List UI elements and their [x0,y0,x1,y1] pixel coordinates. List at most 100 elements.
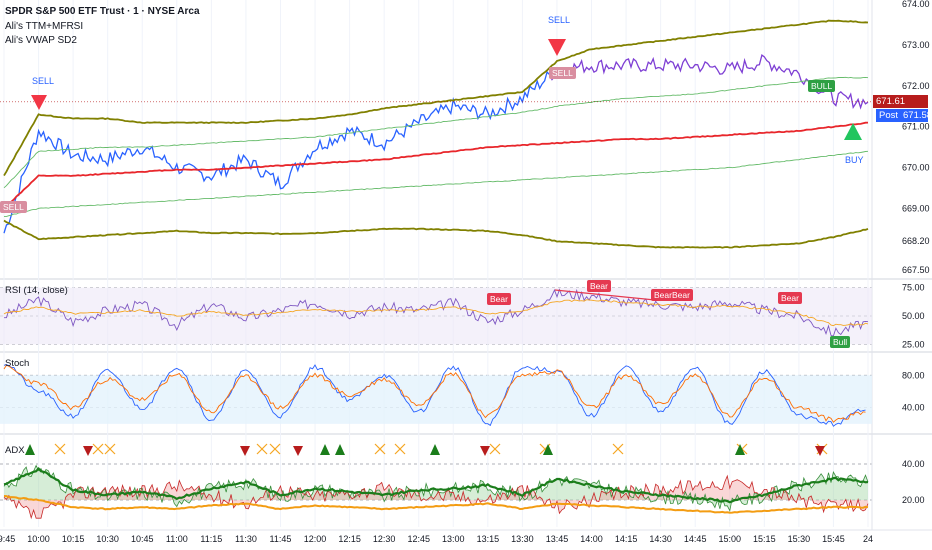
rsi-line [4,288,869,337]
post-price-tag: 671.58 [900,109,932,122]
price-axis-tick-label: 670.00 [902,163,930,173]
rsi-band [0,287,872,345]
time-tick-label: 10:15 [62,534,85,544]
time-tick-label: 13:00 [442,534,465,544]
time-tick-label: 11:15 [200,534,222,544]
adx-orange-line [3,495,869,514]
price-series-line [3,19,869,177]
adx-cross-marker [92,443,104,455]
price-axis-tick-label: 671.00 [902,122,930,132]
stoch-d-line [3,364,866,423]
price-axis-tick-label: 674.00 [902,0,930,9]
time-tick-label: 13:45 [546,534,569,544]
adx-down-triangle [293,446,303,456]
price-pane [0,19,872,249]
sell-badge: SELL [549,67,576,79]
time-tick-label: 11:00 [166,534,188,544]
rsi-pane [0,287,872,345]
time-tick-label: 14:30 [649,534,672,544]
stoch-band [0,375,872,424]
time-tick-label: 10:45 [131,534,154,544]
adx-fill [4,476,868,519]
indicator-vwap-sd2[interactable]: Ali's VWAP SD2 [5,35,77,46]
time-tick-label: 15:45 [822,534,845,544]
buy-triangle [844,123,862,140]
price-axis-tick-label: 25.00 [902,339,925,349]
adx-up-triangle [25,444,35,455]
price-axis[interactable]: 674.00 673.00 672.00 671.00 670.00 669.00 668.… [902,0,930,505]
adx-cross-marker [256,443,268,455]
adx-cross-marker [374,443,386,455]
time-tick-label: 24 [863,534,873,544]
time-tick-label: 14:45 [684,534,707,544]
adx-down-triangle [240,446,250,456]
price-axis-tick-label: 50.00 [902,311,925,321]
buy-signal-label: BUY [845,155,864,165]
price-axis-tick-label: 40.00 [902,459,925,469]
time-tick-label: 13:15 [477,534,500,544]
rsi-bearbear-badge: BearBear [651,289,693,301]
time-tick-label: 12:45 [407,534,430,544]
adx-cross-marker [489,443,501,455]
adx-cross-marker [612,443,624,455]
adx-down-triangle [480,446,490,456]
rsi-pane-label[interactable]: RSI (14, close) [5,285,68,296]
price-axis-tick-label: 668.20 [902,236,930,246]
time-tick-label: 14:00 [580,534,603,544]
time-tick-label: 12:00 [304,534,327,544]
adx-line [3,466,869,504]
sell-signal-label-2: SELL [548,15,571,25]
adx-down-triangle [815,446,825,456]
sell-triangle-2 [548,39,566,56]
time-tick-label: 11:45 [270,534,292,544]
adx-up-triangle [543,444,553,455]
price-axis-tick-label: 75.00 [902,283,925,293]
price-axis-tick-label: 20.00 [902,495,925,505]
time-tick-label: 15:00 [718,534,741,544]
time-axis[interactable]: 09:45 10:00 10:15 10:30 10:45 11:00 11:15 11:30… [0,534,873,544]
last-price-tag: 671.61 [873,95,928,108]
time-tick-label: 12:30 [373,534,396,544]
grid-lines [0,0,932,531]
adx-cross-marker [269,443,281,455]
adx-up-triangle [735,444,745,455]
adx-cross-marker [54,443,66,455]
adx-cross-marker [104,443,116,455]
rsi-bull-badge: Bull [830,336,851,348]
adx-pane-label[interactable]: ADX [5,445,25,456]
adx-up-triangle [430,444,440,455]
post-label-tag: Post [876,109,902,122]
rsi-bear-badge: Bear [587,280,611,292]
price-line [3,70,551,234]
price-series-line [4,150,869,217]
price-axis-tick-label: 667.50 [902,265,930,275]
adx-pane [3,443,869,520]
rsi-bear-badge: Bear [487,293,511,305]
price-axis-tick-label: 669.00 [902,204,930,214]
time-tick-label: 10:30 [96,534,119,544]
price-series-line [3,76,869,189]
bull-badge: BULL [808,80,836,92]
price-axis-tick-label: 80.00 [902,370,925,380]
time-tick-label: 09:45 [0,534,15,544]
time-tick-label: 13:30 [511,534,534,544]
time-tick-label: 12:15 [338,534,361,544]
adx-down-triangle [83,446,93,456]
stoch-pane-label[interactable]: Stoch [5,358,30,369]
time-tick-label: 11:30 [235,534,257,544]
price-axis-tick-label: 672.00 [902,81,930,91]
time-tick-label: 15:15 [753,534,776,544]
indicator-ttm-mfrsi[interactable]: Ali's TTM+MFRSI [5,21,84,32]
adx-cross-marker [394,443,406,455]
price-series-line [3,219,869,249]
divergence-line [554,289,656,301]
sell-triangle [31,95,47,110]
sell-signal-label: SELL [32,76,55,86]
price-series-line [3,121,869,209]
symbol-title[interactable]: SPDR S&P 500 ETF Trust · 1 · NYSE Arca [5,6,200,17]
stoch-pane [0,364,872,427]
adx-up-triangle [335,444,345,455]
sell-badge-left: SELL [0,201,27,213]
price-axis-tick-label: 40.00 [902,403,925,413]
